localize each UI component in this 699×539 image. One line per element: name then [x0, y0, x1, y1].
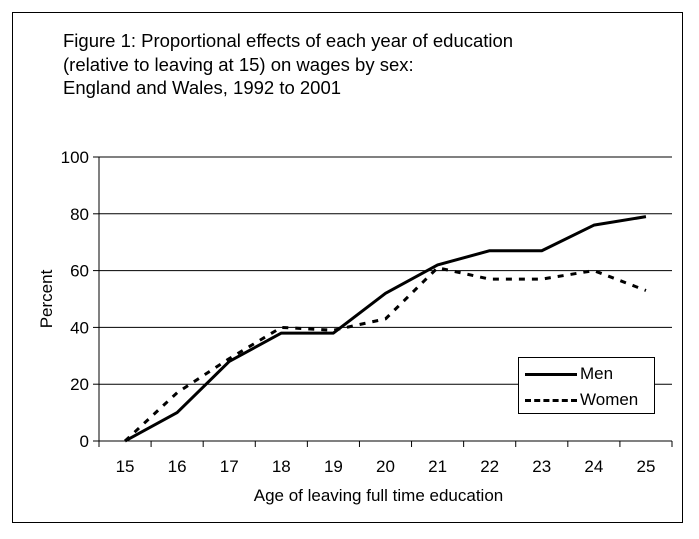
legend-swatch-men [525, 373, 577, 376]
x-tick-label-19: 19 [324, 457, 343, 476]
chart-frame [12, 12, 683, 523]
x-tick-label-25: 25 [636, 457, 655, 476]
x-tick-label-23: 23 [532, 457, 551, 476]
x-tick-label-24: 24 [584, 457, 603, 476]
chart-title-line-3: England and Wales, 1992 to 2001 [63, 77, 342, 98]
x-tick-label-16: 16 [168, 457, 187, 476]
x-tick-label-17: 17 [220, 457, 239, 476]
legend: Men Women [518, 357, 655, 414]
chart-title-line-2: (relative to leaving at 15) on wages by … [63, 53, 414, 75]
legend-label-men: Men [580, 364, 614, 383]
y-tick-label-40: 40 [70, 318, 89, 337]
legend-item-men: Men [519, 362, 654, 386]
legend-swatch-women [525, 399, 577, 402]
chart-title-line-1: Figure 1: Proportional effects of each y… [63, 30, 514, 51]
legend-item-women: Women [519, 388, 654, 412]
y-axis-label: Percent [37, 269, 56, 328]
y-tick-label-60: 60 [70, 262, 89, 281]
x-tick-label-22: 22 [480, 457, 499, 476]
y-tick-label-20: 20 [70, 375, 89, 394]
legend-label-women: Women [580, 390, 639, 409]
chart-title: Figure 1: Proportional effects of each y… [63, 29, 513, 100]
x-tick-label-18: 18 [272, 457, 291, 476]
y-tick-label-100: 100 [61, 148, 89, 167]
x-axis-label: Age of leaving full time education [254, 486, 504, 505]
x-tick-label-21: 21 [428, 457, 447, 476]
y-tick-label-0: 0 [80, 432, 89, 451]
y-tick-label-80: 80 [70, 205, 89, 224]
x-tick-label-20: 20 [376, 457, 395, 476]
x-tick-label-15: 15 [116, 457, 135, 476]
